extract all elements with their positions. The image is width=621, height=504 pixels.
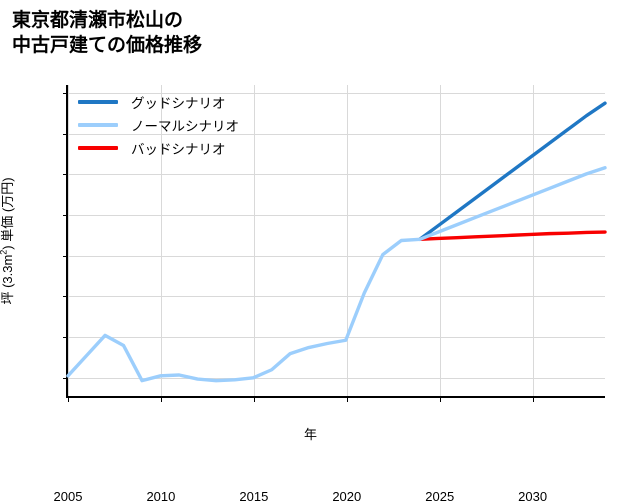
x-tick-label: 2020	[332, 489, 362, 504]
y-axis-label-prefix: 坪 (3.3m	[0, 254, 15, 305]
series-line	[68, 168, 605, 381]
legend-item-bad[interactable]: バッドシナリオ	[78, 136, 239, 159]
x-tick-label: 2030	[518, 489, 548, 504]
gridline-vertical	[439, 85, 441, 396]
gridline-horizontal	[68, 133, 605, 135]
gridline-horizontal	[68, 215, 605, 217]
y-tick-mark	[63, 296, 68, 298]
gridline-vertical	[346, 85, 348, 396]
series-line	[420, 103, 605, 239]
chart-figure: 東京都清瀬市松山の 中古戸建ての価格推移 1101201301401501601…	[0, 10, 607, 504]
y-tick-mark	[63, 174, 68, 176]
x-tick-mark	[68, 397, 69, 402]
y-axis-label-suffix: ) 単価 (万円)	[0, 177, 15, 250]
gridline-vertical	[68, 85, 69, 396]
gridline-horizontal	[68, 174, 605, 176]
y-tick-mark	[63, 93, 68, 95]
gridline-vertical	[160, 85, 162, 396]
x-tick-mark	[346, 397, 348, 402]
gridline-horizontal	[68, 296, 605, 298]
y-tick-mark	[63, 215, 68, 217]
y-tick-mark	[63, 255, 68, 257]
legend-item-normal[interactable]: ノーマルシナリオ	[78, 113, 239, 136]
x-tick-label: 2025	[425, 489, 455, 504]
gridline-horizontal	[68, 93, 605, 95]
legend-swatch-bad	[78, 145, 118, 150]
chart-title: 東京都清瀬市松山の 中古戸建ての価格推移	[12, 10, 203, 56]
series-line	[420, 232, 605, 239]
legend-swatch-normal	[78, 122, 118, 127]
legend-label-good: グッドシナリオ	[131, 95, 226, 111]
legend-swatch-good	[78, 99, 118, 104]
x-tick-label: 2005	[53, 489, 83, 504]
legend-label-normal: ノーマルシナリオ	[131, 118, 239, 134]
x-tick-mark	[253, 397, 255, 402]
chart-legend: グッドシナリオ ノーマルシナリオ バッドシナリオ	[78, 90, 239, 159]
grid-layer	[68, 85, 605, 396]
gridline-horizontal	[68, 377, 605, 379]
y-tick-mark	[63, 133, 68, 135]
gridline-horizontal	[68, 255, 605, 257]
gridline-vertical	[532, 85, 534, 396]
data-layer	[68, 85, 605, 396]
y-tick-mark	[63, 377, 68, 379]
x-tick-mark	[439, 397, 441, 402]
y-axis-label: 坪 (3.3m2) 単価 (万円)	[0, 126, 16, 356]
x-tick-label: 2015	[239, 489, 269, 504]
legend-item-good[interactable]: グッドシナリオ	[78, 90, 239, 113]
y-axis-label-superscript: 2	[0, 250, 9, 255]
x-tick-mark	[160, 397, 162, 402]
gridline-vertical	[253, 85, 255, 396]
legend-label-bad: バッドシナリオ	[131, 141, 226, 157]
gridline-horizontal	[68, 337, 605, 339]
x-axis-label: 年	[303, 427, 317, 442]
x-tick-label: 2010	[146, 489, 176, 504]
y-tick-mark	[63, 337, 68, 339]
x-tick-mark	[532, 397, 534, 402]
